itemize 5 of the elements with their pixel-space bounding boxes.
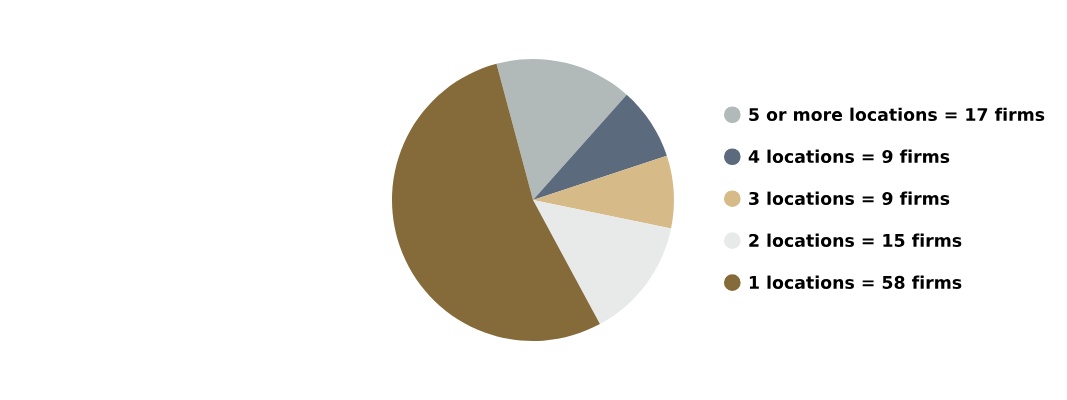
legend-label: 3 locations = 9 firms bbox=[749, 191, 950, 206]
legend-label: 5 or more locations = 17 firms bbox=[749, 107, 1045, 122]
legend-label: 2 locations = 15 firms bbox=[749, 233, 962, 248]
legend-label: 4 locations = 9 firms bbox=[748, 149, 950, 164]
legend-label: 1 locations = 58 firms bbox=[749, 275, 962, 289]
